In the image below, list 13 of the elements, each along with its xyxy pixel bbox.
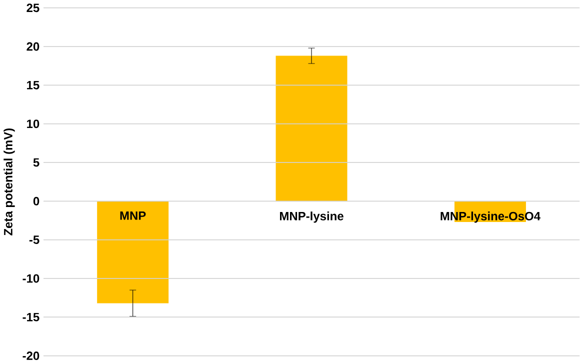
x-tick-label: MNP: [120, 212, 146, 220]
y-tick-label: -15: [22, 313, 40, 322]
y-tick-label: -5: [29, 236, 40, 244]
x-tick-label: MNP-lysine: [280, 212, 344, 223]
y-tick-label: 20: [26, 42, 40, 51]
y-tick-label: 25: [26, 4, 40, 12]
y-tick-label: 15: [27, 81, 40, 90]
y-tick-label: -20: [22, 352, 40, 360]
y-tick-label: 10: [27, 120, 40, 128]
y-tick-label: 0: [33, 197, 40, 206]
y-tick-label: 5: [33, 158, 40, 167]
y-tick-label: -10: [22, 274, 40, 283]
y-axis-title: Zeta potential (mV): [4, 128, 15, 236]
